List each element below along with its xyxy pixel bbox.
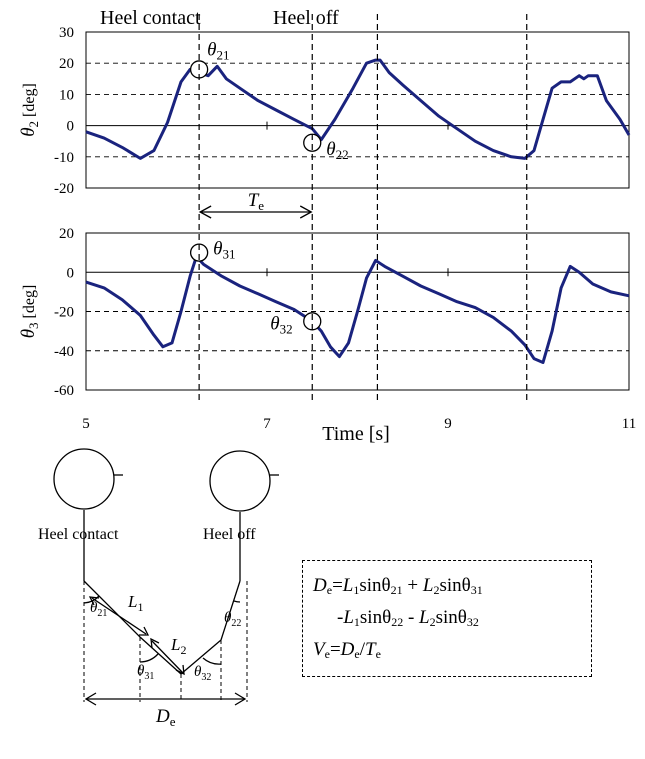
heel-contact-label: Heel contact	[100, 7, 201, 29]
right-thigh	[220, 580, 241, 641]
y-tick-label: 30	[59, 25, 74, 41]
marker-label-sym: θ	[207, 39, 216, 60]
De-arrowhead-left	[84, 692, 97, 706]
y-axis-label-unit: [deg]	[21, 83, 38, 121]
y-tick-label: -10	[54, 150, 74, 166]
series-line	[85, 255, 630, 364]
right-head-circle	[209, 450, 271, 512]
theta22-label-sub: 22	[231, 618, 241, 629]
marker-label: θ21	[207, 39, 229, 62]
y-tick-label: 20	[59, 226, 74, 242]
x-tick-label: 5	[82, 416, 90, 432]
theta31-label-sub: 31	[144, 671, 154, 682]
theta32-label-sym: θ	[194, 664, 202, 680]
L2-arrowhead-top	[150, 637, 160, 649]
y-axis-label-unit: [deg]	[21, 285, 38, 323]
y-axis-label-sub: 3	[26, 322, 41, 329]
y-axis-label-sub: 2	[26, 121, 41, 128]
theta31-label-sym: θ	[137, 663, 145, 679]
theta22-arc	[233, 600, 241, 603]
y-axis-label-sym: θ	[18, 127, 39, 136]
formula-line-1: De=L1sinθ21 + L2sinθ31	[313, 575, 483, 597]
period-label-sym: T	[248, 190, 260, 211]
y-axis-label: θ3 [deg]	[18, 285, 41, 339]
theta22-label: θ22	[224, 610, 241, 629]
y-tick-label: -40	[54, 344, 74, 360]
formula-line-2: -L1sinθ22 - L2sinθ32	[337, 607, 479, 629]
marker-label: θ22	[326, 139, 348, 162]
L2-label-sym: L	[170, 635, 180, 654]
left-head-circle	[53, 448, 115, 510]
L1-label-sym: L	[127, 592, 137, 611]
period-arrowhead-right	[299, 205, 313, 219]
y-tick-label: 20	[59, 56, 74, 72]
L2-arrowhead-bottom	[175, 664, 185, 676]
marker-label: θ32	[270, 313, 292, 336]
y-tick-label: 0	[67, 265, 75, 281]
heel-off-label: Heel off	[273, 7, 339, 29]
series-line	[85, 58, 631, 160]
period-arrowhead-left	[198, 205, 212, 219]
theta31-label: θ31	[137, 663, 154, 682]
theta21-label: θ21	[90, 600, 107, 619]
plot-frame	[85, 31, 630, 189]
L1-label-sub: 1	[137, 600, 143, 614]
diagram-heel-contact-label: Heel contact	[38, 526, 119, 543]
formula-box: De=L1sinθ21 + L2sinθ31 -L1sinθ22 - L2sin…	[302, 560, 592, 677]
theta32-arc	[202, 657, 222, 665]
L1-arrowhead-top	[88, 596, 100, 606]
marker-label-sym: θ	[213, 239, 222, 260]
y-tick-label: -20	[54, 181, 74, 197]
right-shank	[180, 639, 222, 675]
y-tick-label: 0	[67, 119, 75, 135]
theta32-label: θ32	[194, 664, 211, 683]
y-axis-label: θ2 [deg]	[18, 83, 41, 137]
x-tick-label: 11	[622, 416, 636, 432]
y-tick-label: 10	[59, 87, 74, 103]
period-label: Te	[248, 190, 265, 213]
theta32-label-sub: 32	[201, 672, 211, 683]
L1-arrow	[91, 597, 147, 635]
left-thigh	[83, 580, 141, 638]
marker-label-sym: θ	[270, 313, 279, 334]
L2-arrow	[151, 640, 184, 674]
theta21-label-sub: 21	[97, 608, 107, 619]
x-tick-label: 9	[444, 416, 452, 432]
y-tick-label: -20	[54, 305, 74, 321]
marker-label-sub: 32	[280, 321, 293, 336]
De-label: De	[155, 706, 176, 729]
x-axis-label: Time [s]	[322, 423, 390, 445]
period-label-sub: e	[258, 198, 264, 213]
De-arrowhead-right	[234, 692, 247, 706]
marker-label-sub: 22	[336, 147, 349, 162]
De-label-sym: D	[155, 706, 170, 727]
formula-line-3: Ve=De/Te	[313, 639, 381, 661]
theta22-label-sym: θ	[224, 610, 232, 626]
L2-label-sub: 2	[180, 643, 186, 657]
event-lines: Heel contact Heel off Te	[100, 7, 528, 402]
x-tick-label: 7	[263, 416, 271, 432]
L2-label: L2	[170, 635, 186, 657]
y-tick-label: -60	[54, 383, 74, 399]
y-axis-label-sym: θ	[18, 329, 39, 338]
L1-arrowhead-bottom	[139, 626, 150, 636]
marker-label-sub: 31	[222, 247, 235, 262]
De-label-sub: e	[170, 714, 176, 729]
marker-label: θ31	[213, 239, 235, 262]
marker-label-sub: 21	[216, 47, 229, 62]
theta21-label-sym: θ	[90, 600, 98, 616]
theta21-arc	[83, 595, 100, 604]
L1-label: L1	[127, 592, 143, 614]
diagram-heel-off-label: Heel off	[203, 526, 256, 543]
marker-label-sym: θ	[326, 139, 335, 160]
left-shank	[139, 636, 182, 675]
theta31-arc	[139, 653, 159, 663]
